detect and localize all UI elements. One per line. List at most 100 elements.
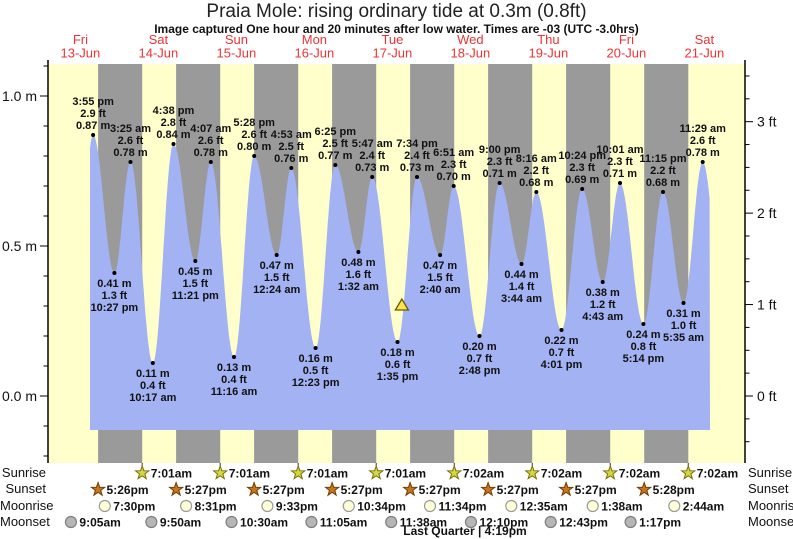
high-tide-annotation: 3:55 pm (72, 96, 114, 108)
low-tide-annotation: 0.22 m (544, 335, 578, 347)
moonset-time-label: 11:05am (320, 516, 367, 530)
low-tide-annotation: 0.18 m (380, 347, 414, 359)
tide-extremum-dot (661, 190, 665, 194)
high-tide-annotation: 0.73 m (355, 162, 389, 174)
sunrise-star-icon (134, 464, 151, 480)
high-tide-annotation: 2.4 ft (404, 150, 430, 162)
moonrise-circle-icon (668, 499, 681, 513)
high-tide-annotation: 0.78 m (194, 147, 228, 159)
sunset-time-label: 5:27pm (419, 483, 461, 497)
tide-extremum-dot (252, 154, 257, 158)
sunset-row-label-right: Sunset (748, 481, 789, 496)
day-date-label: 16-Jun (295, 46, 335, 61)
tide-extremum-dot (451, 184, 456, 188)
moonset-time-label: 12:43pm (559, 516, 608, 530)
moonrise-row-label-right: Moonrise (748, 498, 793, 513)
moonset-circle-icon (145, 515, 158, 529)
high-tide-annotation: 4:53 am (271, 129, 312, 141)
tide-extremum-dot (370, 175, 375, 179)
low-tide-annotation: 0.8 ft (631, 341, 657, 353)
low-tide-annotation: 0.4 ft (140, 380, 166, 392)
low-tide-annotation: 1.5 ft (427, 272, 453, 284)
high-tide-annotation: 4:07 am (190, 123, 231, 135)
day-name-label: Sat (149, 32, 169, 47)
tide-extremum-dot (580, 187, 585, 191)
low-tide-annotation: 1:35 pm (377, 371, 419, 383)
low-tide-annotation: 1.5 ft (182, 278, 208, 290)
sunset-time-label: 5:27pm (575, 483, 617, 497)
tide-extremum-dot (497, 181, 502, 185)
day-name-label: Fri (73, 32, 88, 47)
moonrise-time-label: 11:34pm (438, 500, 486, 514)
moonrise-time-label: 1:38am (601, 500, 642, 514)
low-tide-annotation: 2:40 am (420, 284, 461, 296)
page-title: Praia Mole: rising ordinary tide at 0.3m… (206, 1, 587, 22)
high-tide-annotation: 0.77 m (318, 150, 352, 162)
low-tide-annotation: 1.0 ft (671, 320, 697, 332)
high-tide-annotation: 2.3 ft (487, 156, 513, 168)
low-tide-annotation: 0.47 m (260, 260, 294, 272)
sunset-time-label: 5:28pm (653, 483, 695, 497)
moonset-row-label-left: Moonset (0, 514, 50, 529)
tide-extremum-dot (171, 142, 176, 146)
low-tide-annotation: 5:35 am (663, 332, 704, 344)
day-name-label: Wed (457, 32, 484, 47)
tide-extremum-dot (193, 259, 198, 263)
low-tide-annotation: 11:21 pm (172, 290, 219, 302)
high-tide-annotation: 0.87 m (76, 120, 110, 132)
high-tide-annotation: 6:25 pm (314, 126, 356, 138)
moonrise-circle-icon (505, 499, 518, 513)
moonset-time-label: 11:38am (400, 516, 447, 530)
low-tide-annotation: 4:01 pm (541, 359, 583, 371)
high-tide-annotation: 8:16 am (516, 153, 557, 165)
low-tide-annotation: 0.20 m (462, 341, 496, 353)
left-axis-label: 0.5 m (2, 238, 37, 254)
day-date-label: 19-Jun (529, 46, 569, 61)
low-tide-annotation: 4:43 am (582, 311, 623, 323)
low-tide-annotation: 0.7 ft (549, 347, 575, 359)
day-name-label: Tue (381, 32, 403, 47)
day-date-label: 21-Jun (685, 46, 725, 61)
low-tide-annotation: 0.11 m (136, 368, 170, 380)
tide-extremum-dot (681, 301, 686, 305)
high-tide-annotation: 2.6 ft (198, 135, 224, 147)
moonset-circle-icon (624, 515, 637, 529)
moonset-time-label: 12:10pm (479, 516, 528, 530)
low-tide-annotation: 0.24 m (626, 329, 660, 341)
high-tide-annotation: 2.6 ft (690, 135, 716, 147)
day-name-label: Sun (225, 32, 248, 47)
low-tide-annotation: 5:14 pm (623, 353, 665, 365)
high-tide-annotation: 3:25 am (110, 123, 151, 135)
low-tide-annotation: 10:17 am (129, 392, 176, 404)
moonrise-time-label: 9:33pm (276, 500, 318, 514)
high-tide-annotation: 0.68 m (646, 177, 680, 189)
high-tide-annotation: 11:15 pm (639, 153, 686, 165)
low-tide-annotation: 1.2 ft (590, 299, 616, 311)
sunset-time-label: 5:27pm (263, 483, 305, 497)
high-tide-annotation: 9:00 pm (479, 144, 521, 156)
moonset-time-label: 10:30am (240, 516, 288, 530)
sunrise-star-icon (446, 464, 463, 480)
sunset-star-icon (89, 480, 107, 497)
tide-extremum-dot (519, 262, 524, 266)
high-tide-annotation: 10:01 am (596, 144, 643, 156)
moon-phase-label: Last Quarter | 4:19pm (403, 524, 526, 538)
high-tide-annotation: 2.8 ft (161, 117, 187, 129)
low-tide-annotation: 0.38 m (586, 287, 620, 299)
low-tide-annotation: 1.4 ft (509, 281, 535, 293)
sunset-star-icon (246, 480, 263, 497)
moonset-circle-icon (225, 515, 238, 529)
high-tide-annotation: 2.6 ft (241, 129, 267, 141)
moonset-circle-icon (64, 515, 78, 529)
high-tide-annotation: 0.76 m (274, 153, 308, 165)
moonrise-time-label: 12:35am (520, 500, 568, 514)
sunrise-star-icon (368, 464, 385, 480)
day-name-label: Sat (695, 32, 715, 47)
sunset-row-label-left: Sunset (5, 481, 46, 496)
moonset-row-label-right: Moonset (748, 514, 793, 529)
moonset-circle-icon (544, 515, 557, 529)
moonrise-circle-icon (423, 499, 437, 513)
sunrise-time-label: 7:01am (385, 467, 426, 481)
sunset-time-label: 5:26pm (107, 483, 149, 497)
sunset-star-icon (480, 480, 497, 497)
